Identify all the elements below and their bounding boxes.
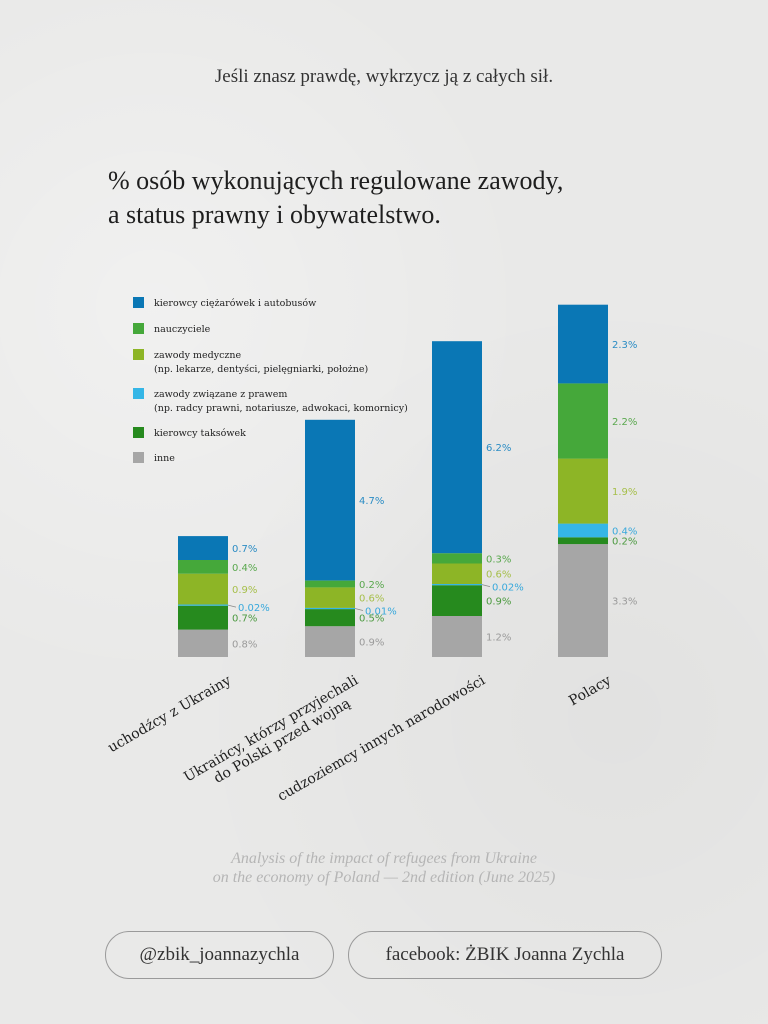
value-label: 0.7% xyxy=(232,614,257,625)
bar-segment xyxy=(558,523,608,538)
value-label: 0.9% xyxy=(486,597,511,608)
bar-segment xyxy=(178,604,228,606)
category-label-line: uchodźcy z Ukrainy xyxy=(105,672,234,756)
bar-segment xyxy=(432,553,482,564)
category-label: Polacy xyxy=(566,672,614,709)
bar-segment xyxy=(178,605,228,630)
instagram-handle-button[interactable]: @zbik_joannazychla xyxy=(105,931,334,979)
bar-segment xyxy=(432,585,482,616)
bar-segment xyxy=(558,544,608,657)
bar-segment xyxy=(432,341,482,554)
facebook-name: facebook: ŻBIK Joanna Zychla xyxy=(385,944,625,965)
legend-swatch xyxy=(133,297,144,308)
value-label: 0.9% xyxy=(232,585,257,596)
bar-segment xyxy=(305,580,355,588)
category-label: uchodźcy z Ukrainy xyxy=(105,672,234,756)
category-label-line: cudzoziemcy innych narodowości xyxy=(275,672,488,804)
value-label: 0.6% xyxy=(486,570,511,581)
bar-segment xyxy=(305,419,355,581)
stacked-bar-chart: kierowcy ciężarówek i autobusów nauczycie… xyxy=(105,297,637,805)
chart-title: % osób wykonujących regulowane zawody, a… xyxy=(108,164,668,232)
leader-line xyxy=(481,584,491,587)
source-line-2: on the economy of Poland — 2nd edition (… xyxy=(212,869,556,886)
value-label: 0.4% xyxy=(232,563,257,574)
instagram-handle: @zbik_joannazychla xyxy=(139,944,300,965)
legend-swatch xyxy=(133,349,144,360)
leader-line xyxy=(227,604,237,608)
bars xyxy=(178,304,608,657)
legend-note: (np. lekarze, dentyści, pielęgniarki, po… xyxy=(154,364,368,375)
source-line-1: Analysis of the impact of refugees from … xyxy=(231,850,537,867)
category-label: cudzoziemcy innych narodowości xyxy=(275,672,488,804)
leader-line xyxy=(354,608,364,611)
value-label: 1.2% xyxy=(486,633,511,644)
value-label: 0.2% xyxy=(359,580,384,591)
bar-segment xyxy=(432,563,482,584)
value-label: 0.9% xyxy=(359,638,384,649)
value-label: 2.3% xyxy=(612,340,637,351)
value-label: 1.9% xyxy=(612,487,637,498)
motto: Jeśli znasz prawdę, wykrzycz ją z całych… xyxy=(214,66,554,87)
value-label: 0.5% xyxy=(359,614,384,625)
legend: kierowcy ciężarówek i autobusów nauczycie… xyxy=(133,297,408,464)
bar-segment xyxy=(305,607,355,610)
source-note: Analysis of the impact of refugees from … xyxy=(0,849,768,887)
legend-label: inne xyxy=(154,453,175,464)
legend-swatch xyxy=(133,388,144,399)
legend-label: nauczyciele xyxy=(154,324,211,335)
bar-segment xyxy=(432,616,482,657)
legend-label: zawody medyczne xyxy=(154,350,242,361)
value-label: 0.01% xyxy=(365,607,397,618)
value-label: 6.2% xyxy=(486,443,511,454)
bar-segment xyxy=(178,536,228,560)
bar-segment xyxy=(178,573,228,605)
value-label: 0.2% xyxy=(612,537,637,548)
value-label: 0.7% xyxy=(232,544,257,555)
legend-swatch xyxy=(133,427,144,438)
bar-segment xyxy=(558,304,608,384)
bar-segment xyxy=(305,587,355,608)
legend-note: (np. radcy prawni, notariusze, adwokaci,… xyxy=(154,403,408,414)
facebook-link-button[interactable]: facebook: ŻBIK Joanna Zychla xyxy=(348,931,662,979)
chart-title-line-1: % osób wykonujących regulowane zawody, xyxy=(108,166,564,195)
value-label: 0.6% xyxy=(359,594,384,605)
chart-title-line-2: a status prawny i obywatelstwo. xyxy=(108,200,441,229)
legend-label: kierowcy taksówek xyxy=(154,428,246,439)
value-label: 0.4% xyxy=(612,527,637,538)
value-label: 4.7% xyxy=(359,496,384,507)
value-labels: 0.8%0.7%0.02%0.9%0.4%0.7%0.9%0.5%0.01%0.… xyxy=(227,340,637,650)
legend-label: kierowcy ciężarówek i autobusów xyxy=(154,298,316,309)
bar-segment xyxy=(558,458,608,524)
category-label-line: Polacy xyxy=(566,672,614,709)
bar-segment xyxy=(558,383,608,459)
value-label: 3.3% xyxy=(612,597,637,608)
legend-swatch xyxy=(133,452,144,463)
value-label: 0.3% xyxy=(486,554,511,565)
bar-segment xyxy=(305,626,355,657)
value-label: 0.8% xyxy=(232,639,257,650)
value-label: 0.02% xyxy=(238,603,270,614)
bar-segment xyxy=(178,629,228,657)
bar-segment xyxy=(305,609,355,627)
legend-label: zawody związane z prawem xyxy=(154,389,287,400)
bar-segment xyxy=(178,560,228,574)
value-label: 0.02% xyxy=(492,583,524,594)
legend-swatch xyxy=(133,323,144,334)
bar-segment xyxy=(558,537,608,545)
bar-segment xyxy=(432,584,482,586)
value-label: 2.2% xyxy=(612,417,637,428)
